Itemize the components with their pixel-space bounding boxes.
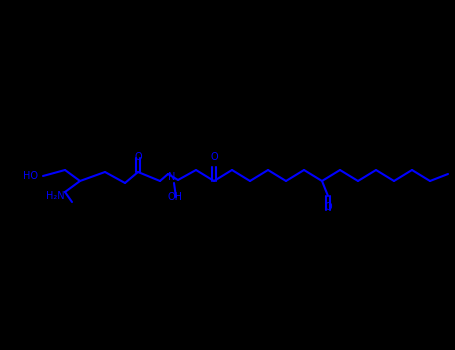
Text: N: N: [168, 172, 176, 182]
Text: H₂N: H₂N: [46, 191, 64, 201]
Text: O: O: [324, 202, 332, 212]
Text: O: O: [134, 152, 142, 162]
Text: O: O: [210, 152, 218, 162]
Text: OH: OH: [167, 192, 182, 202]
Text: HO: HO: [23, 171, 38, 181]
